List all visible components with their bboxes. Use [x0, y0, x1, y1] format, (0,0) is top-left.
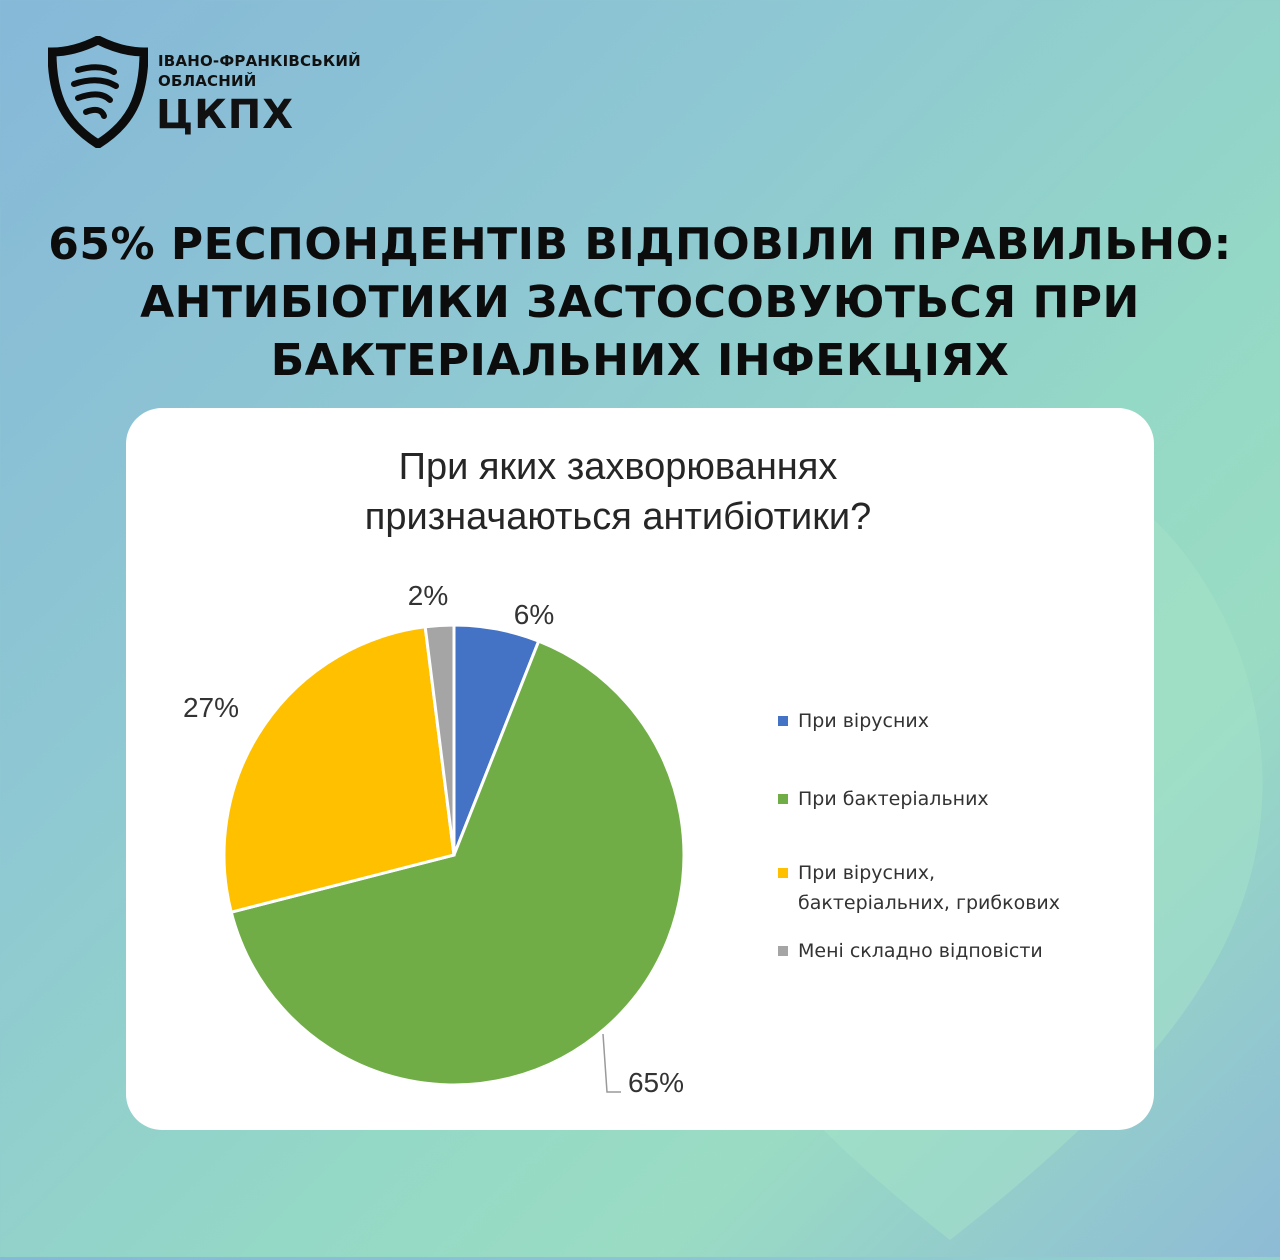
data-label-1: 65% — [628, 1067, 684, 1098]
legend-swatch-1 — [778, 794, 788, 804]
brand-line-1: ІВАНО-ФРАНКІВСЬКИЙ — [158, 52, 361, 70]
legend-label-2: При вірусних, бактеріальних, грибкових — [798, 862, 1061, 914]
data-label-3: 2% — [408, 580, 448, 611]
brand-name: ЦКПХ — [156, 92, 295, 138]
legend-swatch-2 — [778, 868, 788, 878]
headline-line-1: 65% РЕСПОНДЕНТІВ ВІДПОВІЛИ ПРАВИЛЬНО: — [48, 219, 1232, 270]
shield-logo-icon — [48, 36, 148, 148]
legend-swatch-0 — [778, 716, 788, 726]
headline-line-3: БАКТЕРІАЛЬНИХ ІНФЕКЦІЯХ — [270, 335, 1010, 386]
pie-slice-3 — [423, 623, 456, 856]
headline-line-2: АНТИБІОТИКИ ЗАСТОСОВУЮТЬСЯ ПРИ — [140, 277, 1140, 328]
legend-swatch-3 — [778, 946, 788, 956]
chart-title: При яких захворюваннях призначаються ант… — [0, 442, 1236, 542]
headline: 65% РЕСПОНДЕНТІВ ВІДПОВІЛИ ПРАВИЛЬНО: АН… — [40, 216, 1240, 390]
pie-slice-2 — [222, 625, 456, 915]
brand-line-2: ОБЛАСНИЙ — [158, 72, 257, 90]
leader-line — [602, 1033, 621, 1093]
legend-label-3: Мені складно відповісти — [798, 940, 1043, 962]
pie-slice-1 — [229, 639, 686, 1087]
legend-label-1: При бактеріальних — [798, 788, 989, 810]
chart-title-line-1: При яких захворюваннях — [398, 446, 838, 488]
legend-label-0: При вірусних — [798, 710, 929, 732]
data-label-0: 6% — [514, 599, 554, 630]
chart-title-line-2: призначаються антибіотики? — [364, 496, 872, 538]
data-label-2: 27% — [183, 692, 239, 723]
